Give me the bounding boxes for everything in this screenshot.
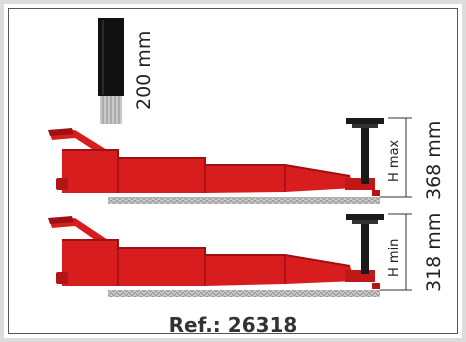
saddle-post-min xyxy=(361,222,369,274)
saddle-pad-max xyxy=(346,118,384,124)
min-height-value: 318 mm xyxy=(423,213,445,292)
dimension-lines xyxy=(380,117,412,291)
max-height-label: H max xyxy=(387,139,402,182)
floor-max xyxy=(108,197,380,204)
cable-length-label: 200 mm xyxy=(133,31,155,110)
jack-max-height xyxy=(48,118,384,204)
saddle-pad-min xyxy=(346,214,384,220)
frame-border xyxy=(8,8,458,334)
min-height-label: H min xyxy=(387,239,402,277)
chassis-min xyxy=(62,240,355,286)
hose-cable xyxy=(98,18,124,124)
floor-min xyxy=(108,290,380,297)
saddle-post-max xyxy=(361,122,369,184)
hose-body xyxy=(98,18,124,96)
jack-min-height xyxy=(48,214,384,297)
chassis-max xyxy=(62,150,355,193)
hose-braid-lines xyxy=(102,96,120,124)
max-height-value: 368 mm xyxy=(423,121,445,200)
reference-number: Ref.: 26318 xyxy=(168,313,298,337)
